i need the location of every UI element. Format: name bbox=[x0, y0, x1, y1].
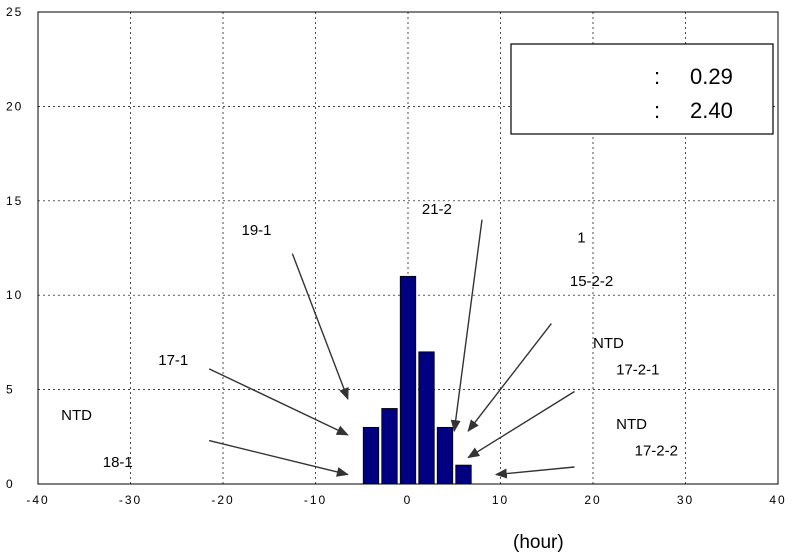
annotation-arrow bbox=[494, 466, 575, 479]
x-tick-label: -40 bbox=[26, 493, 49, 507]
bars-layer bbox=[362, 275, 472, 485]
x-tick-label: 40 bbox=[769, 493, 786, 507]
annotation-arrow bbox=[208, 368, 349, 436]
ticks-layer: -40 -30 -20 -10 0 10 20 30 40 0 5 10 15 20 25 bbox=[6, 5, 786, 507]
annotation-label: 19-1 bbox=[242, 222, 272, 239]
x-tick-label: 30 bbox=[677, 493, 694, 507]
annotation-label: 15-2-2 bbox=[570, 273, 613, 290]
stats-box-frame bbox=[510, 43, 774, 135]
annotation-label: 17-1 bbox=[158, 352, 188, 369]
stats-value: 2.40 bbox=[690, 98, 733, 123]
annotation-label: 18-1 bbox=[103, 454, 133, 471]
x-axis-label: (hour) bbox=[513, 532, 564, 553]
histogram-bar bbox=[381, 408, 398, 485]
y-tick-label: 15 bbox=[6, 194, 23, 208]
annotation-label: NTD bbox=[61, 407, 92, 424]
annotation-arrow bbox=[291, 253, 349, 400]
x-tick-label: -30 bbox=[119, 493, 142, 507]
annotation-arrow bbox=[467, 323, 552, 432]
arrows-layer bbox=[208, 219, 575, 479]
annotation-label: NTD bbox=[593, 335, 624, 352]
stats-box: : 0.29 : 2.40 bbox=[510, 43, 774, 135]
histogram-bar bbox=[455, 464, 472, 485]
y-tick-label: 5 bbox=[6, 383, 15, 397]
x-tick-label: -20 bbox=[211, 493, 234, 507]
annotations-layer: 19-1 17-1 NTD 18-1 21-2 1 15-2-2 NTD 17-2-1 NTD 17… bbox=[61, 201, 678, 471]
annotation-arrow bbox=[467, 390, 575, 459]
y-tick-label: 10 bbox=[6, 288, 23, 302]
stats-colon: : bbox=[654, 64, 660, 89]
y-tick-label: 25 bbox=[6, 5, 23, 19]
stats-colon: : bbox=[654, 98, 660, 123]
annotation-label: NTD bbox=[616, 416, 647, 433]
x-tick-label: 0 bbox=[404, 493, 413, 507]
x-tick-label: 20 bbox=[584, 493, 601, 507]
annotation-label: 17-2-1 bbox=[616, 361, 659, 378]
x-tick-label: 10 bbox=[492, 493, 509, 507]
y-tick-label: 0 bbox=[6, 477, 15, 491]
annotation-label: 21-2 bbox=[422, 201, 452, 218]
stats-value: 0.29 bbox=[690, 64, 733, 89]
histogram-bar bbox=[418, 351, 435, 485]
x-tick-label: -10 bbox=[304, 493, 327, 507]
annotation-label: 17-2-2 bbox=[635, 443, 678, 460]
histogram-bar bbox=[436, 426, 454, 485]
annotation-arrow bbox=[208, 439, 349, 477]
histogram-bar bbox=[399, 275, 417, 485]
annotation-arrow bbox=[450, 219, 483, 433]
y-tick-label: 20 bbox=[6, 99, 23, 113]
annotation-label: 1 bbox=[577, 229, 585, 246]
histogram-bar bbox=[362, 426, 380, 485]
